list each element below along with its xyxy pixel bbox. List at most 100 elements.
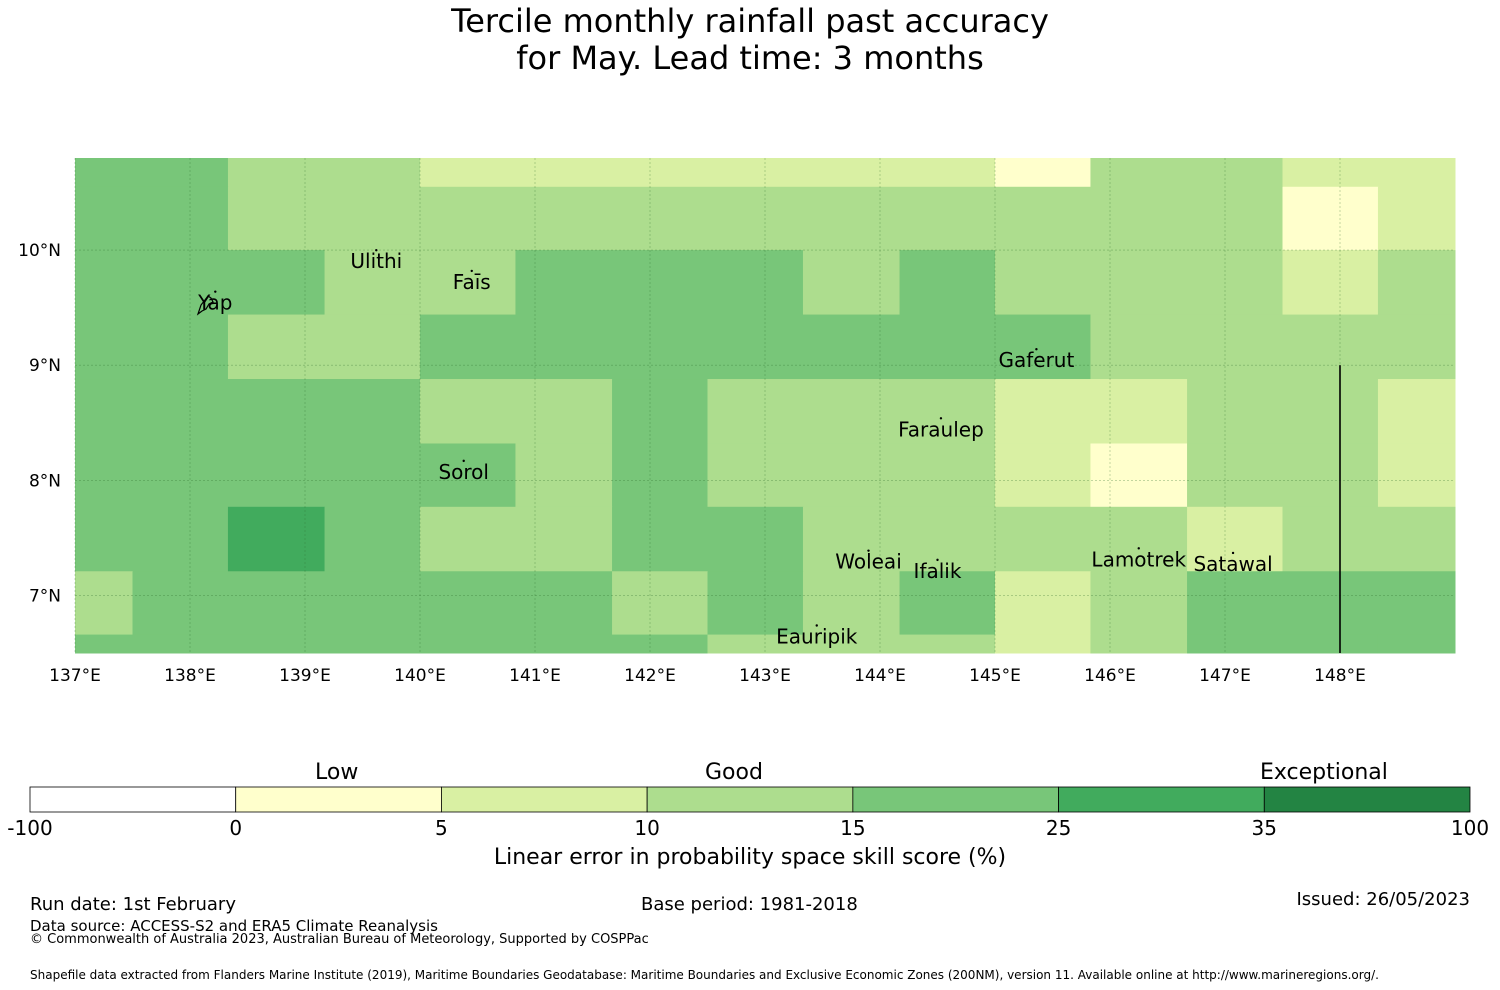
colorbar-tick-label: 100	[1451, 816, 1489, 840]
place-label: Faīs	[453, 270, 491, 294]
colorbar-segment	[646, 786, 854, 813]
island-markers	[196, 295, 214, 316]
grid-cell	[995, 158, 1091, 188]
place-label: Eauripik	[776, 624, 858, 648]
grid-cell	[75, 314, 229, 380]
grid-cell	[324, 506, 421, 572]
grid-cell	[420, 314, 1091, 380]
legend-label-low: Low	[315, 760, 359, 785]
shapefile-credit: Shapefile data extracted from Flanders M…	[30, 968, 1379, 982]
colorbar-segment	[29, 786, 237, 813]
colorbar-ticks: -100 0 5 10 15 25 35 100	[7, 816, 1489, 840]
place-labels: Yap Ulithi Faīs Gaferut Faraulep Sorol Woleai I…	[197, 249, 1273, 648]
place-label: Lamotrek	[1091, 547, 1186, 571]
grid-cell	[1282, 506, 1456, 572]
yap-island-shape	[196, 295, 214, 316]
y-tick-label: 8°N	[29, 471, 61, 491]
x-tick-label: 138°E	[164, 666, 216, 686]
grid-cell	[1090, 443, 1188, 508]
island-dot	[214, 290, 217, 293]
grid-cell	[612, 571, 708, 636]
place-label: Ulithi	[350, 249, 402, 273]
data-source: Data source: ACCESS-S2 and ERA5 Climate …	[30, 917, 438, 935]
colorbar-segment	[852, 786, 1059, 813]
grid-cell	[75, 250, 326, 316]
colorbar-tick-label: 10	[634, 816, 659, 840]
grid-cell	[227, 506, 326, 572]
y-tick-label: 10°N	[18, 241, 61, 261]
colorbar-tick-label: 0	[229, 816, 242, 840]
grid-cell	[1282, 250, 1379, 316]
place-label: Woleai	[835, 550, 902, 574]
grid-cell	[420, 158, 996, 188]
grid-cell	[75, 506, 229, 572]
place-label: Ifalik	[914, 559, 962, 583]
grid-cell	[899, 250, 996, 316]
grid-cell	[324, 250, 516, 316]
grid-cell	[420, 379, 613, 444]
copyright-notice: © Commonwealth of Australia 2023, Austra…	[30, 932, 649, 947]
grid-cell	[132, 571, 613, 636]
place-label: Sorol	[438, 460, 489, 484]
grid-cell	[995, 379, 1188, 444]
grid-cell	[995, 571, 1091, 636]
grid-cell	[1282, 158, 1456, 188]
grid-cell	[1187, 443, 1379, 508]
x-tick-label: 137°E	[49, 666, 101, 686]
place-label: Faraulep	[898, 417, 984, 441]
grid-cell	[227, 314, 421, 380]
grid-cell	[75, 443, 421, 508]
x-tick-label: 140°E	[394, 666, 446, 686]
grid-cell	[899, 571, 996, 636]
grid-cell	[75, 186, 229, 251]
x-tick-label: 147°E	[1199, 666, 1251, 686]
grid-cell	[227, 158, 421, 188]
island-dot	[462, 459, 465, 463]
grid-cell	[707, 571, 804, 636]
colorbar-axis-label: Linear error in probability space skill …	[493, 845, 1007, 870]
grid-cell	[515, 443, 613, 508]
grid-cell	[707, 379, 996, 444]
x-tick-label: 148°E	[1314, 666, 1366, 686]
grid-cell	[1377, 634, 1456, 654]
grid-cell	[1187, 634, 1379, 654]
grid-cell	[707, 634, 996, 654]
grid-cell	[995, 443, 1091, 508]
island-dot	[470, 269, 473, 273]
place-label: Satawal	[1193, 552, 1272, 576]
grid-cell	[75, 571, 133, 636]
base-period: Base period: 1981-2018	[641, 894, 858, 915]
island-dot	[936, 558, 939, 562]
grid-cell	[1282, 186, 1379, 251]
grid-cell	[515, 250, 804, 316]
colorbar-segment	[235, 786, 442, 813]
legend-label-good: Good	[705, 760, 763, 785]
grid-cell	[1187, 506, 1283, 572]
grid-cell	[227, 186, 1284, 251]
grid-cell	[75, 634, 708, 654]
gridlines	[74, 158, 1455, 653]
grid-cell	[995, 250, 1283, 316]
island-dot	[1137, 547, 1140, 550]
grid-cell	[802, 506, 1188, 572]
island-dot	[815, 624, 818, 627]
grid-cell	[1377, 379, 1456, 444]
grid-cell	[707, 443, 996, 508]
colorbar-tick-label: 35	[1252, 816, 1277, 840]
grid-cell	[75, 158, 229, 188]
grid-cell	[1090, 571, 1188, 636]
x-tick-label: 144°E	[854, 666, 906, 686]
x-tick-label: 143°E	[739, 666, 791, 686]
grid-cell	[1090, 634, 1188, 654]
grid-cell	[1187, 379, 1379, 444]
grid-cell	[1187, 571, 1456, 636]
heatmap-cells	[75, 158, 1456, 654]
colorbar-tick-label: 5	[435, 816, 448, 840]
x-tick-label: 146°E	[1084, 666, 1136, 686]
grid-cell	[420, 443, 516, 508]
island-dot	[1231, 551, 1235, 555]
island-dot	[867, 549, 870, 552]
grid-cell	[612, 443, 708, 508]
colorbar-tick-label: 15	[840, 816, 865, 840]
